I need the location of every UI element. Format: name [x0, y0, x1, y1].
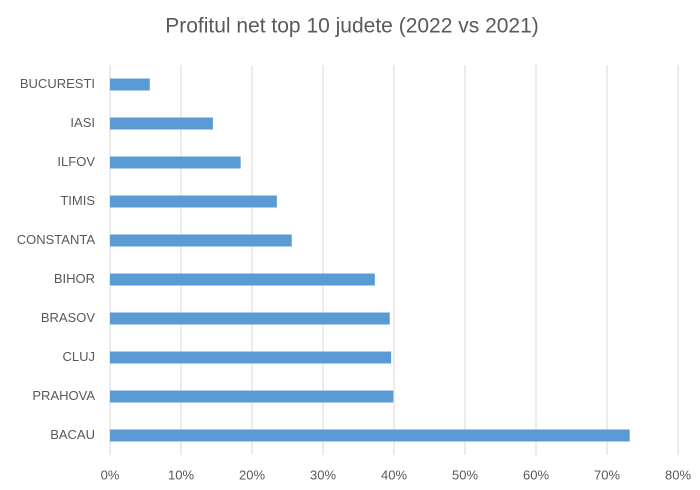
x-tick-label: 10% — [168, 467, 194, 482]
chart-title: Profitul net top 10 judete (2022 vs 2021… — [165, 15, 539, 38]
y-tick-label: ILFOV — [57, 154, 95, 169]
bar — [110, 429, 630, 442]
x-tick-label: 40% — [381, 467, 407, 482]
bar — [110, 195, 277, 208]
y-tick-label: BUCURESTI — [20, 76, 95, 91]
bar — [110, 390, 394, 403]
y-tick-label: BRASOV — [41, 310, 96, 325]
x-tick-label: 70% — [594, 467, 620, 482]
y-tick-label: CLUJ — [62, 349, 95, 364]
x-tick-label: 20% — [239, 467, 265, 482]
bar — [110, 156, 241, 169]
bar — [110, 312, 390, 325]
bar — [110, 351, 392, 364]
x-tick-label: 30% — [310, 467, 336, 482]
bar — [110, 117, 213, 130]
x-tick-label: 0% — [101, 467, 120, 482]
y-tick-label: BIHOR — [54, 271, 95, 286]
y-tick-label: TIMIS — [60, 193, 95, 208]
x-tick-label: 60% — [523, 467, 549, 482]
bar — [110, 273, 375, 286]
y-tick-label: CONSTANTA — [17, 232, 96, 247]
bar — [110, 78, 150, 91]
y-tick-label: BACAU — [50, 427, 95, 442]
y-tick-label: PRAHOVA — [32, 388, 95, 403]
x-tick-label: 80% — [665, 467, 691, 482]
x-tick-label: 50% — [452, 467, 478, 482]
bar — [110, 234, 292, 247]
y-tick-label: IASI — [70, 115, 95, 130]
